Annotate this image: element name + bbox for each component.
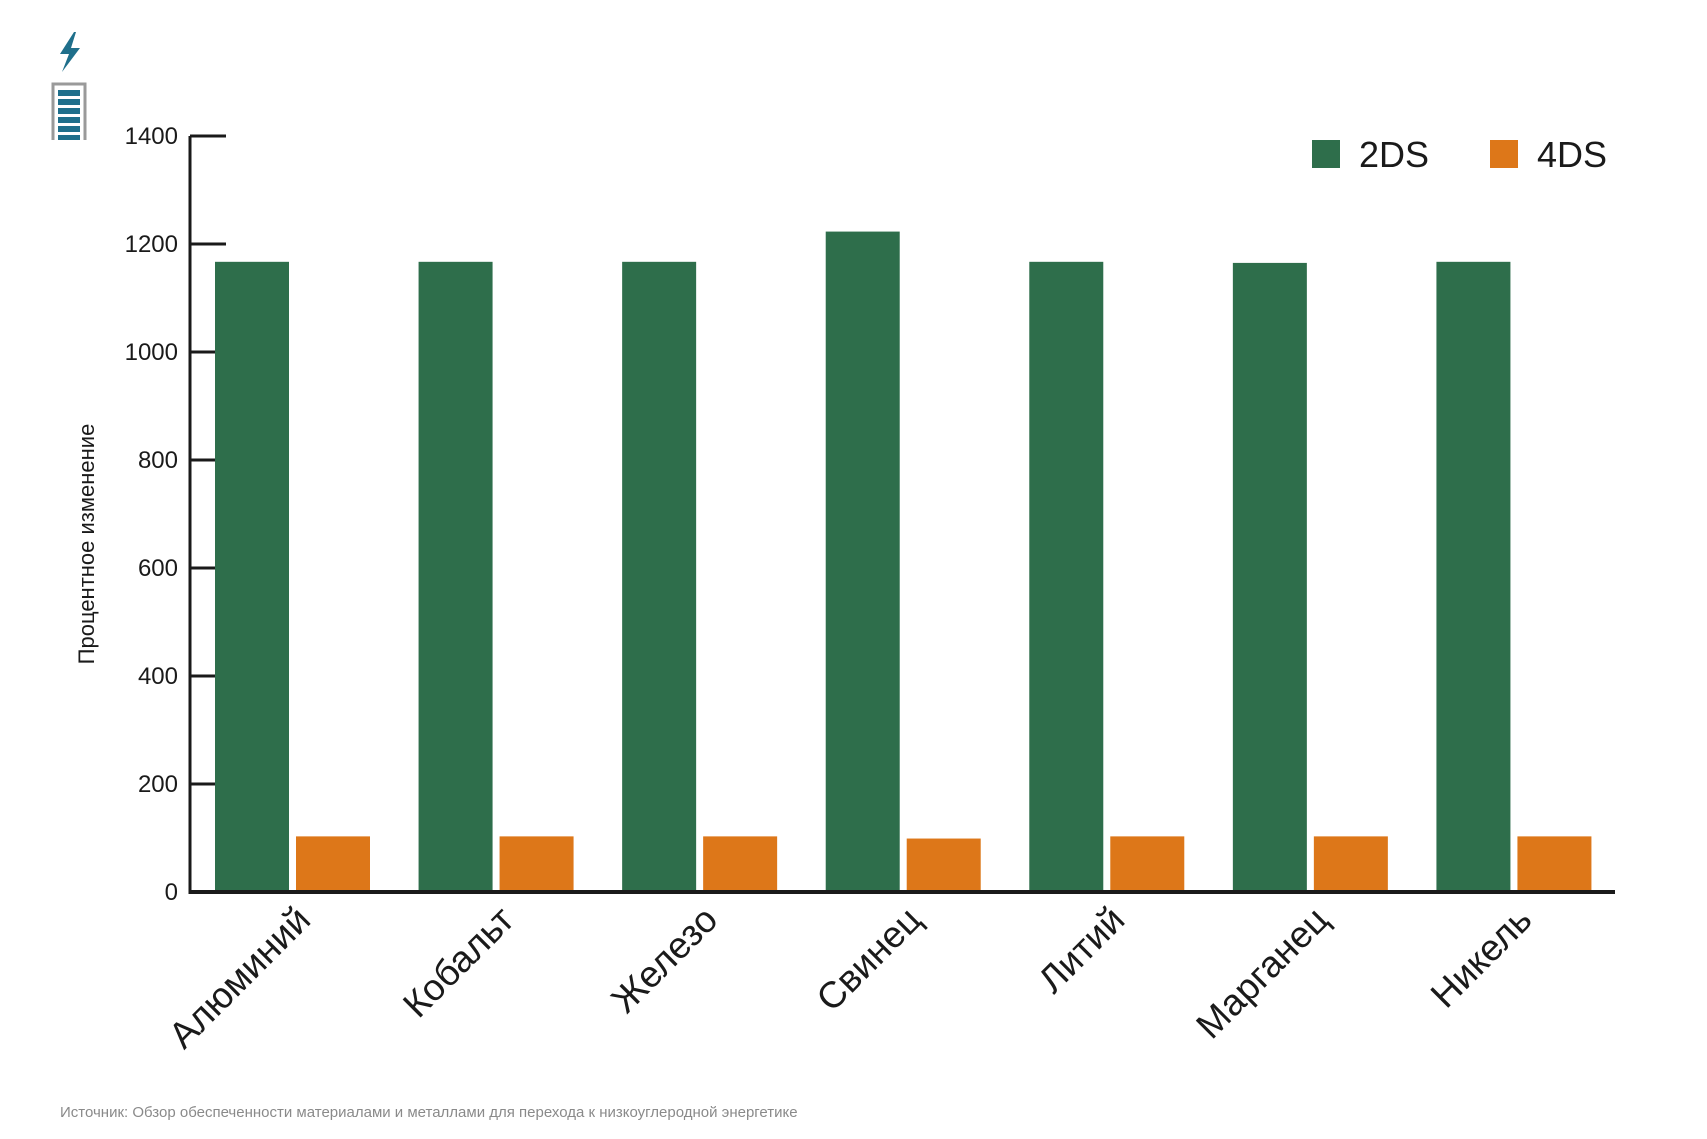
x-tick-label: Алюминий <box>161 899 318 1056</box>
source-note: Источник: Обзор обеспеченности материала… <box>60 1104 798 1121</box>
bars <box>215 231 1592 892</box>
bar-4ds-1 <box>499 836 574 892</box>
legend-swatch-2ds <box>1312 140 1340 168</box>
x-tick-label: Кобальт <box>395 899 522 1026</box>
x-tick-label: Литий <box>1030 899 1132 1001</box>
x-tick-label: Марганец <box>1188 899 1336 1047</box>
legend-label-2ds: 2DS <box>1359 134 1429 175</box>
x-tick-label: Никель <box>1423 899 1540 1016</box>
bar-4ds-0 <box>296 836 370 892</box>
bar-2ds-2 <box>622 261 697 892</box>
y-tick-label: 200 <box>138 771 178 798</box>
bar-2ds-1 <box>418 261 493 892</box>
bar-2ds-4 <box>1029 261 1104 892</box>
bar-4ds-6 <box>1517 836 1592 892</box>
y-axis-label: Процентное изменение <box>74 424 99 665</box>
battery-lightning-icon <box>51 32 87 140</box>
y-tick-label: 1400 <box>125 123 178 150</box>
y-tick-label: 1200 <box>125 231 178 258</box>
y-axis: 0 200 400 600 800 1000 1200 1400 <box>125 123 226 906</box>
y-tick-label: 1000 <box>125 339 178 366</box>
y-tick-label: 800 <box>138 447 178 474</box>
legend: 2DS 4DS <box>1312 134 1607 175</box>
bar-2ds-3 <box>825 231 900 892</box>
bar-4ds-3 <box>906 838 981 892</box>
bar-2ds-0 <box>215 261 289 892</box>
bar-4ds-2 <box>703 836 778 892</box>
bar-2ds-5 <box>1232 262 1307 892</box>
y-tick-label: 400 <box>138 663 178 690</box>
bar-4ds-5 <box>1313 836 1388 892</box>
x-tick-label: Свинец <box>808 899 928 1019</box>
y-tick-label: 0 <box>165 879 178 906</box>
legend-swatch-4ds <box>1490 140 1518 168</box>
legend-label-4ds: 4DS <box>1537 134 1607 175</box>
x-axis: Алюминий Кобальт Железо Свинец Литий Марганец… <box>161 890 1615 1056</box>
y-tick-label: 600 <box>138 555 178 582</box>
bar-4ds-4 <box>1110 836 1185 892</box>
x-tick-label: Железо <box>603 899 725 1021</box>
bar-2ds-6 <box>1436 261 1511 892</box>
